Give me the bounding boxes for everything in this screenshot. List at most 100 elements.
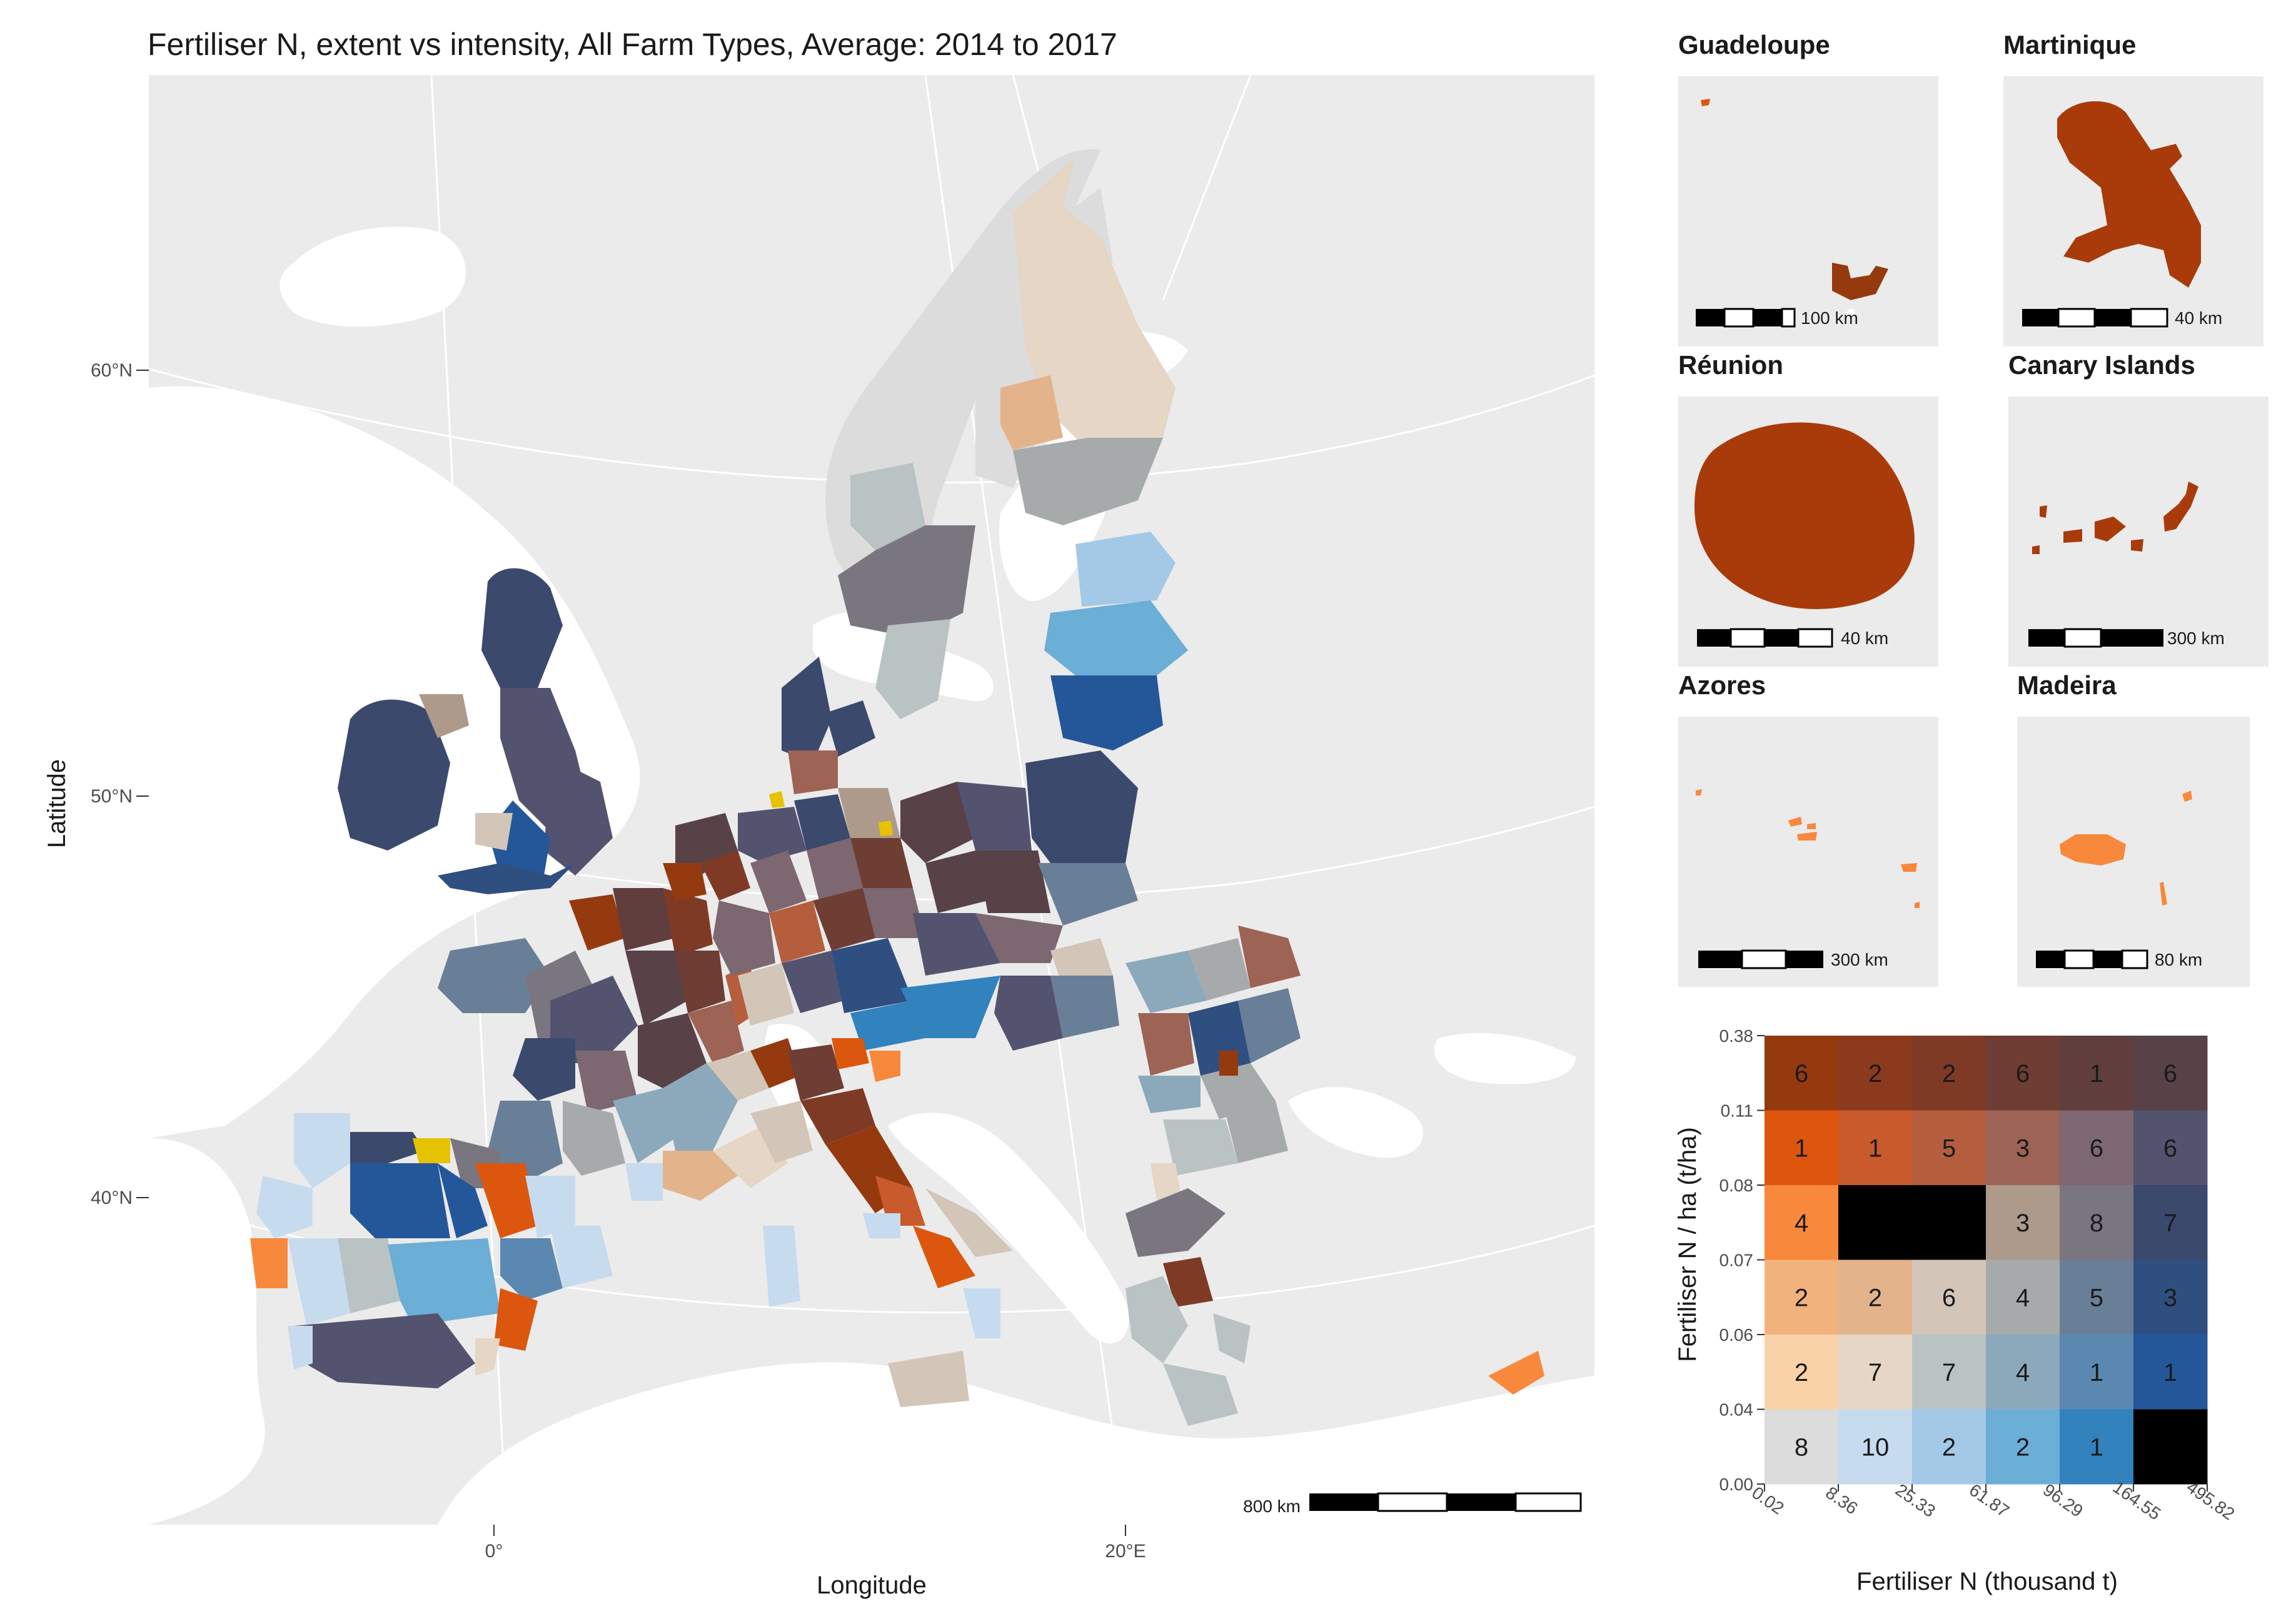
scale-bar: 40 km — [2022, 308, 2222, 328]
region-uk-ireland[interactable] — [338, 568, 613, 894]
region-central-europe[interactable] — [850, 750, 1138, 1051]
legend-cell-count: 8 — [2090, 1209, 2103, 1237]
legend-cell — [1838, 1409, 1913, 1485]
legend-cell-count: 5 — [2090, 1284, 2103, 1311]
legend-cell-count: 4 — [1795, 1209, 1808, 1237]
legend-cell — [2133, 1185, 2208, 1260]
legend-cell — [1986, 1409, 2060, 1485]
scale-bar: 100 km — [1696, 308, 1858, 328]
inset-title: Madeira — [2017, 670, 2117, 700]
legend-y-tick-label: 0.08 — [1719, 1176, 1754, 1195]
region-cyprus[interactable] — [1488, 1351, 1544, 1395]
legend-cell — [1838, 1185, 1913, 1260]
legend-cell-count: 6 — [2163, 1134, 2177, 1162]
legend-cell — [2060, 1185, 2134, 1260]
svg-text:800 km: 800 km — [1243, 1497, 1301, 1516]
legend-cell — [2133, 1260, 2208, 1335]
x-axis-title: Longitude — [817, 1572, 927, 1599]
legend-y-title: Fertiliser N / ha (t/ha) — [1674, 1127, 1701, 1362]
legend-cell — [1765, 1036, 1839, 1111]
legend-cell — [1912, 1036, 1986, 1111]
legend-cell — [1838, 1110, 1913, 1186]
legend-cells: 6 2 2 6 1 61 1 5 3 6 64 3 8 72 2 6 4 5 32 7 7 4 1 18 10 2 2 1 — [1765, 1036, 2208, 1485]
region-finland[interactable] — [1000, 156, 1176, 525]
figure-title: Fertiliser N, extent vs intensity, All F… — [148, 27, 1117, 62]
legend-cell-count: 2 — [1795, 1284, 1808, 1311]
legend-cell-count: 4 — [2016, 1359, 2030, 1386]
legend-cell — [2060, 1110, 2134, 1186]
legend-cell-count: 10 — [1861, 1433, 1890, 1461]
svg-text:300 km: 300 km — [2167, 629, 2225, 648]
legend-cell-count: 7 — [2163, 1209, 2177, 1237]
legend-cell-count: 3 — [2016, 1209, 2030, 1237]
region-sweden-south[interactable] — [838, 463, 975, 719]
legend-cell — [1912, 1409, 1986, 1485]
legend-cell-count: 6 — [2016, 1060, 2030, 1088]
yellow-highlights — [769, 791, 893, 836]
legend-cell-count: 6 — [1942, 1284, 1956, 1311]
region-iberia[interactable] — [250, 1113, 613, 1388]
legend-cell-count: 1 — [2163, 1359, 2177, 1386]
legend-x-tick-label: 96.29 — [2040, 1480, 2087, 1521]
inset-guadeloupe[interactable]: Guadeloupe 100 km — [1678, 30, 1938, 346]
lat-label-40: 40°N — [91, 1188, 133, 1208]
svg-text:80 km: 80 km — [2155, 950, 2202, 969]
legend-cell-count: 5 — [1942, 1134, 1956, 1162]
iceland — [279, 226, 466, 327]
legend-cell-count: 2 — [1868, 1060, 1882, 1088]
legend-cell-count: 2 — [1795, 1359, 1808, 1386]
legend-cell-count: 8 — [1795, 1433, 1808, 1461]
legend-cell — [2060, 1260, 2134, 1335]
inset-azores[interactable]: Azores 300 km — [1678, 670, 1938, 987]
inset-martinique[interactable]: Martinique 40 km — [2003, 30, 2263, 346]
legend-y-tick-label: 0.00 — [1719, 1475, 1754, 1494]
legend-cell — [1912, 1110, 1986, 1186]
svg-text:40 km: 40 km — [1841, 629, 1888, 648]
lat-label-50: 50°N — [91, 786, 133, 807]
legend-y-tick-label: 0.04 — [1719, 1400, 1754, 1420]
inset-reunion[interactable]: Réunion 40 km — [1678, 350, 1938, 667]
region-benelux-germany[interactable] — [663, 750, 925, 1026]
legend-cell — [2133, 1110, 2208, 1186]
legend-cell — [2060, 1335, 2134, 1410]
legend-cell-count: 6 — [2163, 1060, 2177, 1088]
region-greece[interactable] — [1125, 1188, 1251, 1426]
legend-cell-count: 2 — [2016, 1433, 2030, 1461]
scale-bar: 300 km — [2028, 628, 2225, 648]
region-romania-bulgaria[interactable] — [1125, 926, 1301, 1201]
legend-cell — [1912, 1335, 1986, 1410]
scale-bar: 300 km — [1698, 949, 1888, 969]
legend-cell — [1765, 1260, 1839, 1335]
legend-x-tick-label: 495.82 — [2183, 1477, 2238, 1524]
inset-title: Canary Islands — [2008, 350, 2195, 380]
legend-cell-count: 7 — [1942, 1359, 1956, 1386]
legend-cell-count: 1 — [1795, 1134, 1808, 1162]
legend-y-tick-label: 0.06 — [1719, 1325, 1754, 1345]
legend-cell — [1986, 1110, 2060, 1186]
legend-cell — [2133, 1335, 2208, 1410]
legend-cell-count: 1 — [1868, 1134, 1882, 1162]
region-baltics[interactable] — [1044, 532, 1188, 750]
region-italy[interactable] — [750, 1038, 1013, 1407]
legend-cell — [1912, 1260, 1986, 1335]
region-france[interactable] — [438, 888, 788, 1201]
legend-cell — [2133, 1409, 2208, 1485]
svg-text:40 km: 40 km — [2175, 308, 2222, 328]
region-denmark[interactable] — [782, 657, 875, 763]
inset-title: Guadeloupe — [1678, 30, 1830, 59]
legend-x-tick-label: 61.87 — [1966, 1480, 2013, 1521]
legend-cell-count: 3 — [2016, 1134, 2030, 1162]
main-map[interactable]: 60°N 50°N 40°N 0° 20°E Longitude Latitud… — [43, 75, 1594, 1599]
legend-cell — [1838, 1260, 1913, 1335]
inset-canary-islands[interactable]: Canary Islands 300 km — [2008, 350, 2268, 667]
svg-text:300 km: 300 km — [1831, 950, 1888, 969]
legend-cell-count: 2 — [1942, 1060, 1956, 1088]
inset-madeira[interactable]: Madeira 80 km — [2017, 670, 2250, 987]
legend-cell — [1838, 1335, 1913, 1410]
legend-cell-count: 2 — [1942, 1433, 1956, 1461]
legend-cell-count: 1 — [2090, 1433, 2103, 1461]
lat-label-60: 60°N — [91, 360, 133, 381]
legend-cell — [1838, 1036, 1913, 1111]
y-axis-title: Latitude — [43, 759, 71, 848]
legend-cell — [2060, 1036, 2134, 1111]
